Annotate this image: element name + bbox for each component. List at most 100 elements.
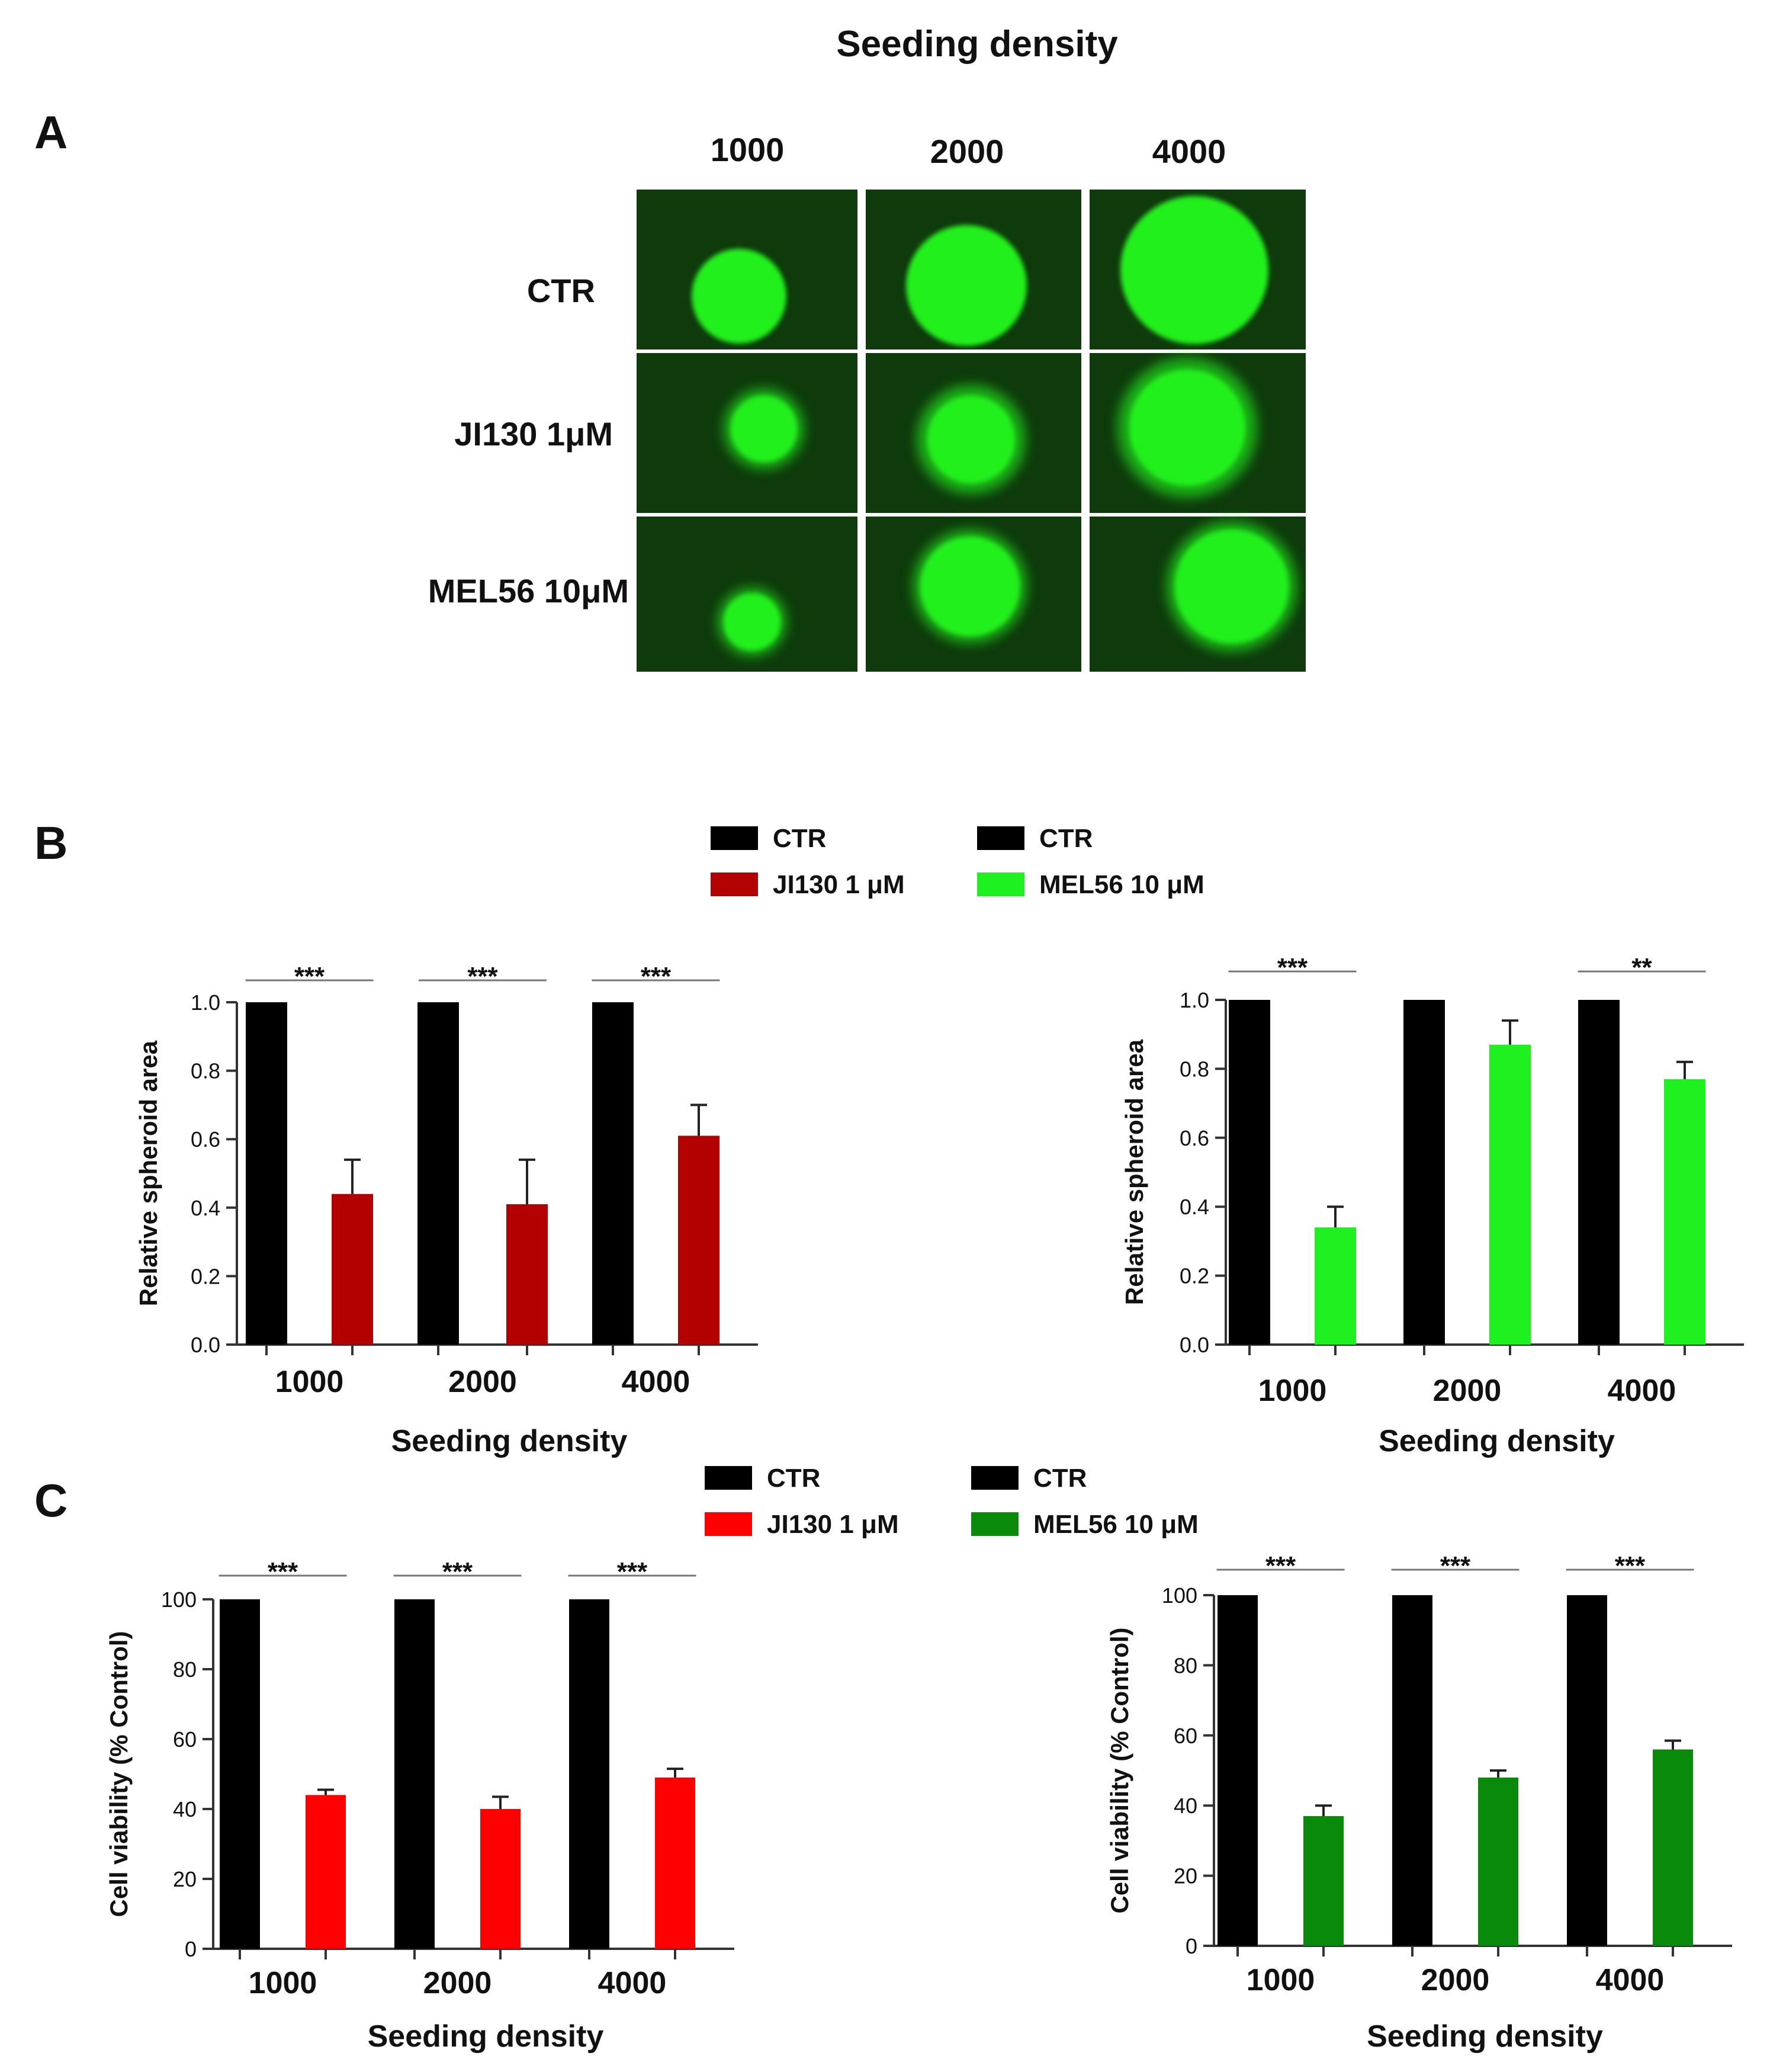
bar (569, 1599, 609, 1949)
significance-label: *** (1440, 1551, 1471, 1580)
y-tick-label: 0.4 (1180, 1195, 1209, 1219)
x-axis-title: Seeding density (368, 2019, 604, 2054)
bar (1578, 1000, 1620, 1345)
category-label: 1000 (275, 1365, 344, 1399)
bar (1403, 1000, 1445, 1345)
y-tick-label: 0 (185, 1937, 197, 1961)
column-label-1000: 1000 (711, 131, 785, 168)
legend-swatch (705, 1466, 752, 1490)
image-ji130-4000 (1090, 353, 1306, 513)
panel-b-label: B (34, 817, 68, 869)
legend-label: CTR (1033, 1464, 1087, 1493)
panel-a-image-grid: 1000 2000 4000 CTR JI130 1μM MEL56 10μM (428, 131, 1306, 672)
significance-label: ** (1631, 953, 1652, 982)
image-ji130-1000 (637, 353, 857, 513)
legend-swatch (977, 826, 1024, 850)
legend-swatch (977, 873, 1024, 896)
bar (655, 1777, 695, 1949)
figure-title: Seeding density (836, 24, 1118, 65)
panel-a-label: A (34, 106, 68, 158)
legend-swatch (705, 1512, 752, 1536)
y-tick-label: 0.8 (191, 1059, 220, 1083)
significance-label: *** (294, 962, 325, 991)
category-label: 4000 (1596, 1963, 1665, 1997)
bar (480, 1809, 521, 1949)
bar (592, 1002, 634, 1345)
significance-label: *** (442, 1557, 473, 1586)
y-tick-label: 80 (1174, 1653, 1197, 1678)
image-ji130-2000 (866, 353, 1081, 513)
bar (246, 1002, 287, 1345)
bar (394, 1599, 435, 1949)
legend-label: JI130 1 μM (767, 1510, 899, 1539)
y-tick-label: 80 (173, 1657, 197, 1682)
y-tick-label: 0.2 (1180, 1264, 1209, 1288)
bar (1218, 1595, 1258, 1946)
legend: CTR MEL56 10 μM (971, 1464, 1199, 1539)
x-axis-title: Seeding density (391, 1424, 628, 1458)
panel-c-label: C (34, 1474, 68, 1526)
y-axis-title: Relative spheroid area (134, 1040, 162, 1306)
legend-label: MEL56 10 μM (1039, 870, 1204, 899)
significance-label: *** (268, 1557, 298, 1586)
legend-swatch (711, 826, 758, 850)
category-label: 2000 (423, 1966, 492, 2000)
category-label: 4000 (1608, 1374, 1676, 1408)
category-label: 2000 (448, 1365, 517, 1399)
y-tick-label: 1.0 (1180, 988, 1209, 1012)
bar (332, 1194, 373, 1345)
y-axis-title: Cell viability (% Control) (105, 1631, 133, 1917)
y-tick-label: 0.6 (1180, 1126, 1209, 1150)
legend-label: MEL56 10 μM (1033, 1510, 1199, 1539)
y-tick-label: 40 (1174, 1794, 1197, 1818)
y-tick-label: 0 (1186, 1934, 1197, 1958)
column-label-4000: 4000 (1152, 133, 1226, 170)
y-axis-title: Relative spheroid area (1120, 1039, 1148, 1305)
y-tick-label: 0.8 (1180, 1057, 1209, 1081)
category-label: 4000 (598, 1966, 667, 2000)
category-label: 2000 (1421, 1963, 1490, 1997)
chart-c-left: CTR JI130 1 μM 0 20 40 60 80 100 1000 *** 2000 *** 4… (105, 1464, 899, 2054)
significance-label: *** (1615, 1551, 1646, 1580)
y-tick-label: 100 (161, 1587, 197, 1612)
chart-b-right: CTR MEL56 10 μM 0.0 0.2 0.4 0.6 0.8 1.0 1000 *** 2… (977, 824, 1744, 1458)
y-tick-label: 1.0 (191, 990, 220, 1015)
significance-label: *** (641, 962, 672, 991)
legend: CTR MEL56 10 μM (977, 824, 1204, 899)
bar (1489, 1044, 1531, 1345)
y-tick-label: 60 (173, 1727, 197, 1752)
image-mel56-2000 (866, 517, 1081, 672)
legend: CTR JI130 1 μM (711, 824, 905, 899)
x-axis-title: Seeding density (1367, 2019, 1603, 2054)
significance-label: *** (467, 962, 498, 991)
y-tick-label: 0.4 (191, 1196, 220, 1220)
image-ctr-2000 (866, 190, 1081, 349)
image-mel56-1000 (637, 517, 857, 672)
bar (1567, 1595, 1607, 1946)
legend-label: CTR (773, 824, 826, 853)
legend-swatch (711, 873, 758, 896)
y-tick-label: 0.6 (191, 1127, 220, 1152)
x-axis-title: Seeding density (1379, 1424, 1615, 1458)
bar (1478, 1777, 1518, 1946)
y-tick-label: 60 (1174, 1724, 1197, 1748)
bar (306, 1795, 346, 1949)
y-tick-label: 0.0 (1180, 1333, 1209, 1357)
chart-b-left: CTR JI130 1 μM 0.0 0.2 0.4 0.6 0.8 1.0 1000 *** 20… (134, 824, 905, 1458)
image-ctr-1000 (637, 190, 857, 349)
bar (1653, 1749, 1693, 1946)
legend: CTR JI130 1 μM (705, 1464, 899, 1539)
category-label: 1000 (1258, 1374, 1327, 1408)
y-tick-label: 40 (173, 1797, 197, 1821)
bar (1229, 1000, 1270, 1345)
category-label: 4000 (622, 1365, 690, 1399)
y-axis-title: Cell viability (% Control) (1106, 1627, 1133, 1913)
legend-swatch (971, 1512, 1019, 1536)
bar (1315, 1227, 1356, 1345)
category-label: 1000 (1247, 1963, 1315, 1997)
bar (417, 1002, 459, 1345)
significance-label: *** (1277, 953, 1308, 982)
y-tick-label: 0.2 (191, 1264, 220, 1288)
legend-label: CTR (1039, 824, 1093, 853)
